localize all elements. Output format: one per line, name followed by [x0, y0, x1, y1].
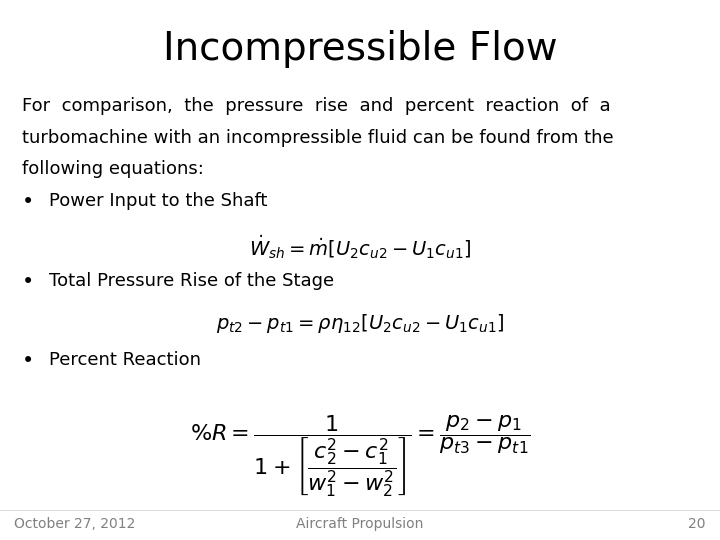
Text: $\dot{W}_{sh} = \dot{m}\left[U_2 c_{u2} - U_1 c_{u1}\right]$: $\dot{W}_{sh} = \dot{m}\left[U_2 c_{u2} … [249, 233, 471, 261]
Text: Incompressible Flow: Incompressible Flow [163, 30, 557, 68]
Text: $\%R = \dfrac{1}{1+\left[\dfrac{c_2^2 - c_1^2}{w_1^2 - w_2^2}\right]} = \dfrac{p: $\%R = \dfrac{1}{1+\left[\dfrac{c_2^2 - … [190, 413, 530, 499]
Text: •: • [22, 192, 34, 212]
Text: Aircraft Propulsion: Aircraft Propulsion [297, 517, 423, 531]
Text: turbomachine with an incompressible fluid can be found from the: turbomachine with an incompressible flui… [22, 129, 613, 146]
Text: 20: 20 [688, 517, 706, 531]
Text: •: • [22, 272, 34, 292]
Text: Power Input to the Shaft: Power Input to the Shaft [49, 192, 267, 210]
Text: Total Pressure Rise of the Stage: Total Pressure Rise of the Stage [49, 272, 334, 289]
Text: following equations:: following equations: [22, 160, 204, 178]
Text: For  comparison,  the  pressure  rise  and  percent  reaction  of  a: For comparison, the pressure rise and pe… [22, 97, 611, 115]
Text: October 27, 2012: October 27, 2012 [14, 517, 136, 531]
Text: Percent Reaction: Percent Reaction [49, 351, 201, 369]
Text: $p_{t2} - p_{t1} = \rho\eta_{12}\left[U_2 c_{u2} - U_1 c_{u1}\right]$: $p_{t2} - p_{t1} = \rho\eta_{12}\left[U_… [216, 312, 504, 335]
Text: •: • [22, 351, 34, 371]
